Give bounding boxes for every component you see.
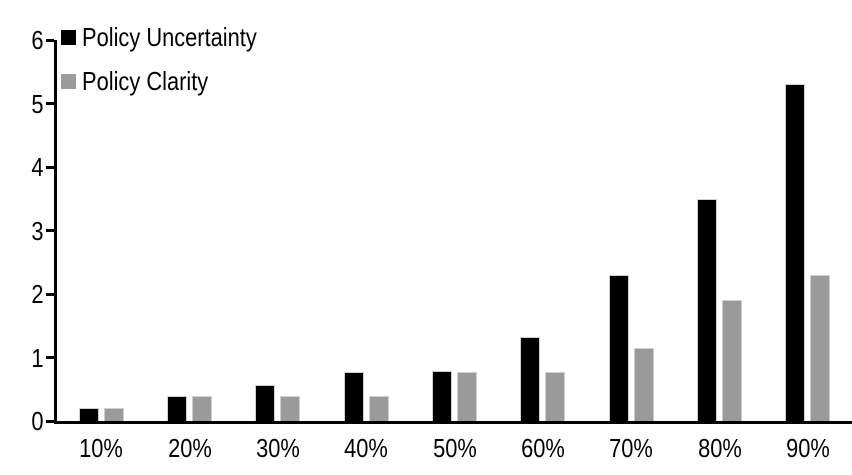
bar-policy-clarity-80%: [722, 300, 742, 421]
bar-policy-uncertainty-90%: [785, 84, 806, 421]
bar-policy-uncertainty-40%: [343, 372, 364, 421]
x-axis-label-20%: 20%: [167, 433, 212, 463]
bar-policy-uncertainty-10%: [78, 408, 99, 421]
y-axis-label-3: 3: [30, 215, 43, 246]
x-axis-label-60%: 60%: [520, 433, 565, 463]
bar-policy-uncertainty-60%: [520, 336, 541, 421]
y-axis-label-1: 1: [30, 342, 43, 373]
x-axis-label-40%: 40%: [344, 433, 389, 463]
bar-policy-uncertainty-80%: [697, 198, 717, 421]
bar-policy-clarity-50%: [457, 372, 477, 421]
plot-area: 0 1 2 3 4 5 6 10% 20% 30% 40% 50% 60% 70% 80% 90%: [31, 27, 852, 461]
bar-policy-uncertainty-70%: [608, 274, 629, 421]
bar-policy-uncertainty-50%: [432, 371, 452, 421]
y-axis-tick-0: [46, 419, 54, 423]
x-axis-label-30%: 30%: [255, 433, 300, 463]
y-axis-tick-5: [46, 102, 54, 105]
bar-policy-uncertainty-30%: [255, 384, 276, 421]
x-axis-label-70%: 70%: [609, 433, 654, 463]
y-axis-label-2: 2: [30, 279, 43, 309]
y-axis-label-5: 5: [30, 88, 43, 119]
bar-policy-clarity-20%: [192, 396, 212, 421]
x-axis-label-90%: 90%: [785, 433, 830, 463]
y-axis-tick-3: [46, 229, 54, 232]
y-axis-label-0: 0: [30, 406, 43, 436]
x-axis-label-50%: 50%: [432, 433, 477, 463]
bar-policy-clarity-40%: [368, 396, 389, 421]
legend-item-policy-clarity: Policy Clarity: [61, 68, 290, 95]
y-axis-tick-2: [46, 292, 54, 296]
legend-label-policy-clarity: Policy Clarity: [82, 66, 209, 96]
y-axis-tick-4: [46, 165, 54, 169]
bar-policy-clarity-90%: [810, 274, 831, 421]
x-axis-label-10%: 10%: [79, 433, 124, 463]
bar-policy-clarity-60%: [545, 372, 566, 421]
bar-policy-clarity-70%: [633, 347, 654, 421]
y-axis-tick-6: [46, 38, 54, 42]
y-axis-label-4: 4: [30, 152, 43, 182]
bar-policy-clarity-10%: [103, 408, 124, 421]
legend-swatch-policy-uncertainty: [61, 30, 76, 45]
legend-label-policy-uncertainty: Policy Uncertainty: [82, 22, 257, 52]
y-axis-label-6: 6: [30, 25, 43, 55]
legend-item-policy-uncertainty: Policy Uncertainty: [61, 24, 290, 51]
bar-policy-uncertainty-20%: [167, 395, 187, 421]
bar-policy-clarity-30%: [280, 396, 301, 421]
x-axis-label-80%: 80%: [697, 433, 742, 463]
legend: Policy Uncertainty Policy Clarity: [61, 24, 290, 95]
y-axis-tick-1: [46, 356, 54, 359]
legend-swatch-policy-clarity: [61, 74, 76, 89]
